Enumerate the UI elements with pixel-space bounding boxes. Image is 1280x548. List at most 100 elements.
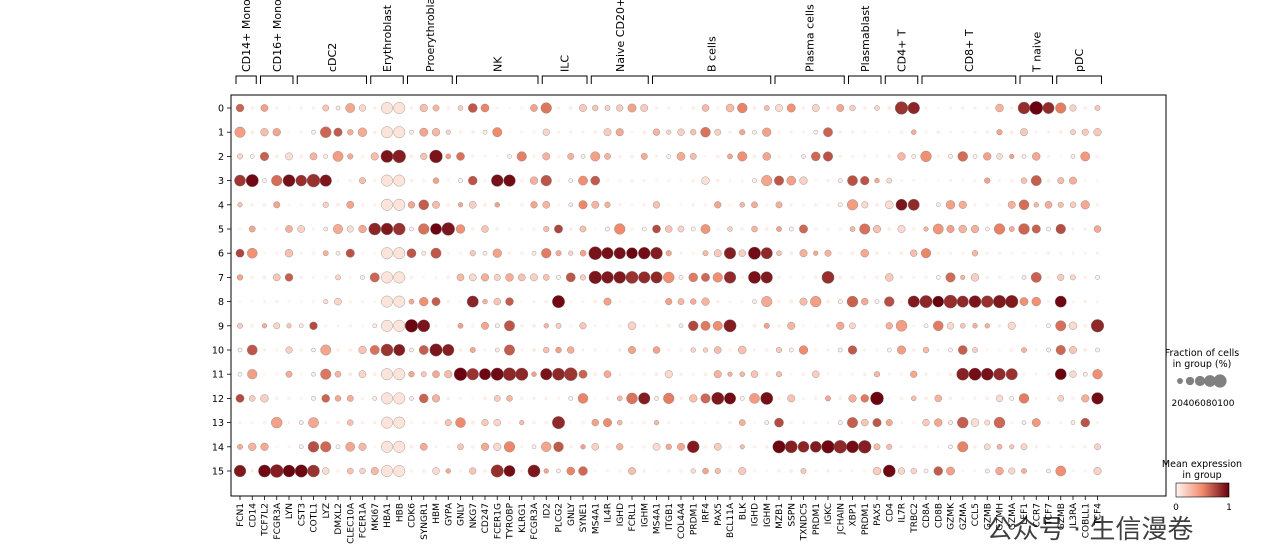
dot-nkg7-cluster-15 <box>469 467 477 475</box>
dot-syne1-cluster-9 <box>579 322 587 330</box>
gene-label: FCRL1 <box>628 503 638 531</box>
dot-syne1-cluster-4 <box>578 200 588 210</box>
dot-prdm1-cluster-12 <box>860 394 869 403</box>
gene-label: MZB1 <box>775 503 785 529</box>
dot-hba1-cluster-10 <box>380 343 394 357</box>
dot-pax5-cluster-6 <box>875 251 879 255</box>
dot-plcg2-cluster-2 <box>556 154 561 159</box>
dot-ccl5-cluster-13 <box>970 418 980 427</box>
dot-gnly-cluster-7 <box>456 273 465 282</box>
dot-fcer1g-cluster-14 <box>493 442 502 451</box>
dot-col4a4-cluster-9 <box>678 323 684 329</box>
dot-jchain-cluster-5 <box>838 227 843 231</box>
dot-blk-cluster-11 <box>739 371 745 377</box>
dot-id2-cluster-7 <box>542 274 550 281</box>
dot-nkg7-cluster-10 <box>469 347 476 353</box>
dot-ighd-cluster-1 <box>615 128 624 137</box>
dot-fcgr3a-cluster-6 <box>531 250 537 256</box>
dot-fcer1a-cluster-1 <box>357 127 368 137</box>
cluster-label: 7 <box>218 273 224 284</box>
dot-prdm1-cluster-11 <box>691 372 695 376</box>
dot-blk-cluster-6 <box>738 249 746 257</box>
dot-syngr1-cluster-10 <box>418 345 429 355</box>
dot-ighm-cluster-1 <box>642 130 647 135</box>
dot-pax5-cluster-1 <box>714 128 722 136</box>
dot-fcgr3a-cluster-11 <box>531 371 537 377</box>
dot-lyz-cluster-11 <box>320 368 332 380</box>
dot-xbp1-cluster-7 <box>850 275 855 280</box>
dot-hbb-cluster-4 <box>393 198 406 211</box>
dot-gzmk-cluster-3 <box>949 179 952 183</box>
dot-prdm1-cluster-3 <box>814 178 818 183</box>
dot-prdm1-cluster-6 <box>691 251 696 256</box>
dot-lyn-cluster-6 <box>284 249 294 258</box>
dot-ms4a1-cluster-2 <box>654 154 659 159</box>
dot-tcf4-cluster-0 <box>1094 105 1101 111</box>
dot-prdm1-cluster-10 <box>814 348 818 352</box>
dot-mki67-cluster-5 <box>368 222 381 236</box>
group-bracket <box>296 75 367 84</box>
dot-fcgr3a-cluster-14 <box>275 445 279 449</box>
dot-cotl1-cluster-8 <box>311 299 316 304</box>
gene-label: JCHAIN <box>836 503 846 535</box>
dot-ighd-cluster-6 <box>748 246 761 260</box>
dot-il4r-cluster-15 <box>605 469 610 473</box>
dot-gypa-cluster-4 <box>446 202 451 207</box>
dot-cd14-cluster-4 <box>250 203 254 207</box>
dot-xbp1-cluster-15 <box>851 469 854 473</box>
dot-cdk6-cluster-4 <box>407 201 416 209</box>
cluster-label: 2 <box>218 152 224 163</box>
dot-gypa-cluster-10 <box>442 344 455 356</box>
dot-tcf4-cluster-14 <box>1094 443 1101 451</box>
dot-il3ra-cluster-1 <box>1070 129 1076 136</box>
dot-syne1-cluster-0 <box>579 104 587 112</box>
dot-irf4-cluster-1 <box>700 127 711 138</box>
group-label: cDC2 <box>326 43 339 72</box>
dot-id2-cluster-3 <box>540 175 552 187</box>
dot-cd14-cluster-2 <box>250 154 255 159</box>
dot-fcn1-cluster-1 <box>234 126 246 138</box>
dot-gzmb-cluster-4 <box>1057 201 1064 208</box>
dot-col4a4-cluster-12 <box>679 396 683 401</box>
dot-ccr7-cluster-14 <box>1034 445 1038 449</box>
dot-prdm1-cluster-10 <box>690 347 696 353</box>
dot-ms4a1-cluster-0 <box>655 106 658 110</box>
dot-ms4a1-cluster-10 <box>593 348 597 352</box>
dot-lyz-cluster-7 <box>323 275 328 280</box>
dot-ccl5-cluster-8 <box>968 295 982 308</box>
dot-fcrl1-cluster-14 <box>630 445 634 449</box>
dot-prdm1-cluster-13 <box>861 418 869 427</box>
dot-igkc-cluster-4 <box>826 203 830 207</box>
dot-gzma-cluster-13 <box>1010 420 1014 425</box>
dot-syne1-cluster-11 <box>578 369 588 379</box>
dot-lef1-cluster-13 <box>1021 420 1027 425</box>
gene-label: CLEC10A <box>346 502 356 544</box>
dot-gnly-cluster-12 <box>459 396 462 400</box>
dot-syngr1-cluster-9 <box>417 319 430 333</box>
dot-cd247-cluster-11 <box>479 368 491 381</box>
dot-ighm-cluster-5 <box>764 227 769 231</box>
dot-gzmb-cluster-8 <box>981 295 994 308</box>
dot-plcg2-cluster-12 <box>556 396 561 401</box>
dot-klrg1-cluster-2 <box>516 151 527 162</box>
dot-cd247-cluster-6 <box>482 251 488 256</box>
dot-ms4a1-cluster-7 <box>588 270 602 284</box>
dot-ms4a1-cluster-15 <box>593 469 597 473</box>
dot-cd4-cluster-4 <box>885 200 894 209</box>
dot-blk-cluster-0 <box>737 102 748 114</box>
dot-gypa-cluster-5 <box>441 222 455 236</box>
dot-xbp1-cluster-5 <box>849 226 856 232</box>
dot-pax5-cluster-5 <box>872 224 882 234</box>
dot-jchain-cluster-10 <box>838 347 843 353</box>
dot-fcer1a-cluster-8 <box>360 299 365 304</box>
dot-cst3-cluster-1 <box>299 130 303 134</box>
dot-ms4a1-cluster-0 <box>592 104 599 112</box>
gene-label: FCGR3A <box>530 502 540 539</box>
dot-ccl5-cluster-12 <box>973 396 977 400</box>
dot-cobll1-cluster-14 <box>1083 444 1088 449</box>
dot-irf4-cluster-14 <box>703 444 708 449</box>
dot-tyrobp-cluster-7 <box>505 273 514 282</box>
dot-gzmb-cluster-2 <box>983 152 992 161</box>
dot-il3ra-cluster-4 <box>1069 201 1077 208</box>
dot-sspn-cluster-5 <box>789 226 794 232</box>
